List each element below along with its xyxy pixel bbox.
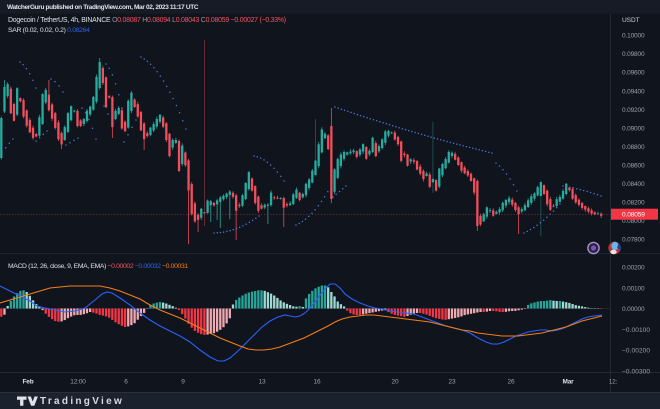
svg-text:12:: 12: <box>609 379 618 386</box>
svg-text:0.00100: 0.00100 <box>622 285 645 292</box>
svg-text:20: 20 <box>392 379 399 386</box>
svg-text:SAR (0.02, 0.02, 0.2) 0.08264: SAR (0.02, 0.02, 0.2) 0.08264 <box>8 27 90 34</box>
svg-text:13: 13 <box>259 379 266 386</box>
svg-text:0.07800: 0.07800 <box>622 236 645 243</box>
svg-text:0.10000: 0.10000 <box>622 33 645 40</box>
svg-text:0.08600: 0.08600 <box>622 162 645 169</box>
svg-text:23: 23 <box>449 379 456 386</box>
svg-text:16: 16 <box>314 379 321 386</box>
svg-text:0.08200: 0.08200 <box>622 199 645 206</box>
svg-text:Mar: Mar <box>562 379 574 386</box>
svg-text:12:00: 12:00 <box>70 379 86 386</box>
svg-text:Feb: Feb <box>22 379 33 386</box>
svg-text:TradingView: TradingView <box>40 396 124 407</box>
svg-text:0.09000: 0.09000 <box>622 125 645 132</box>
svg-text:0.00000: 0.00000 <box>622 306 645 313</box>
svg-text:0.09800: 0.09800 <box>622 51 645 58</box>
svg-text:0.09200: 0.09200 <box>622 107 645 114</box>
svg-text:0.09600: 0.09600 <box>622 70 645 77</box>
svg-text:0.08400: 0.08400 <box>622 181 645 188</box>
svg-text:−0.00300: −0.00300 <box>622 369 650 376</box>
svg-text:Dogecoin / TetherUS, 4h, BINAN: Dogecoin / TetherUS, 4h, BINANCE O0.0808… <box>8 17 286 24</box>
svg-text:−0.00100: −0.00100 <box>622 327 650 334</box>
svg-text:MACD (12, 26, close, 9, EMA, E: MACD (12, 26, close, 9, EMA, EMA) −0.000… <box>8 263 188 270</box>
svg-text:−0.00200: −0.00200 <box>622 348 650 355</box>
svg-text:9: 9 <box>181 379 185 386</box>
svg-text:USDT: USDT <box>622 17 640 24</box>
svg-text:0.08800: 0.08800 <box>622 144 645 151</box>
svg-text:6: 6 <box>124 379 128 386</box>
svg-text:WatcherGuru published on Tradi: WatcherGuru published on TradingView.com… <box>7 4 199 11</box>
svg-text:0.00200: 0.00200 <box>622 265 645 272</box>
svg-text:0.08059: 0.08059 <box>622 212 645 219</box>
svg-text:0.09400: 0.09400 <box>622 88 645 95</box>
svg-text:26: 26 <box>508 379 515 386</box>
svg-text:0.08000: 0.08000 <box>622 218 645 225</box>
